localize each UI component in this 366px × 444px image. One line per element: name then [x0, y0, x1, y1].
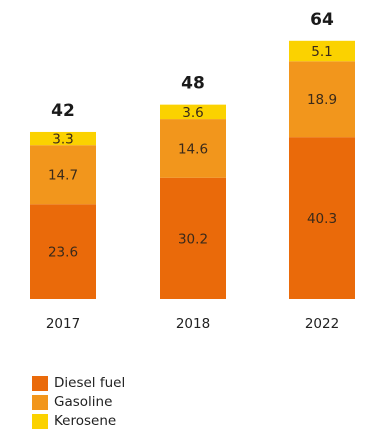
- data-label-kerosene-2017: 3.3: [52, 132, 73, 148]
- bar-segment-gasoline-2018: [160, 119, 226, 178]
- bar-segment-gasoline-2017: [30, 145, 96, 205]
- bar-segment-kerosene-2022: [289, 40, 355, 62]
- legend-label-kerosene: Kerosene: [54, 413, 117, 429]
- data-label-kerosene-2022: 5.1: [311, 44, 332, 60]
- segment-labels-layer: 23.6 14.7 3.3 30.2 14.6 3.6 40.3 18.9 5.1: [48, 44, 337, 261]
- data-label-diesel-fuel-2018: 30.2: [178, 231, 208, 247]
- legend-swatch-gasoline: [32, 395, 48, 410]
- legend-swatch-diesel-fuel: [32, 376, 48, 391]
- totals-layer: 42 48 64: [51, 10, 334, 121]
- legend-swatch-kerosene: [32, 414, 48, 429]
- legend-label-gasoline: Gasoline: [54, 394, 113, 410]
- data-label-kerosene-2018: 3.6: [182, 105, 203, 121]
- x-tick-label-2018: 2018: [176, 316, 210, 332]
- chart-legend: Diesel fuel Gasoline Kerosene: [32, 374, 125, 431]
- bars-layer: [30, 40, 355, 299]
- bar-segment-gasoline-2022: [289, 61, 355, 138]
- bar-segment-diesel-fuel-2022: [289, 137, 355, 299]
- data-label-diesel-fuel-2017: 23.6: [48, 245, 78, 261]
- legend-item-kerosene: Kerosene: [32, 412, 125, 431]
- total-label-2018: 48: [181, 74, 205, 94]
- bar-segment-diesel-fuel-2017: [30, 204, 96, 299]
- total-label-2017: 42: [51, 101, 75, 121]
- legend-label-diesel-fuel: Diesel fuel: [54, 375, 126, 391]
- x-tick-label-2017: 2017: [46, 316, 80, 332]
- data-label-diesel-fuel-2022: 40.3: [307, 211, 337, 227]
- bar-segment-kerosene-2017: [30, 131, 96, 146]
- x-axis-tick-labels: 2017 2018 2022: [46, 316, 339, 332]
- legend-item-diesel-fuel: Diesel fuel: [32, 374, 125, 393]
- x-tick-label-2022: 2022: [305, 316, 339, 332]
- bar-segment-diesel-fuel-2018: [160, 177, 226, 299]
- data-label-gasoline-2022: 18.9: [307, 92, 337, 108]
- total-label-2022: 64: [310, 10, 334, 30]
- data-label-gasoline-2017: 14.7: [48, 168, 78, 184]
- legend-item-gasoline: Gasoline: [32, 393, 125, 412]
- data-label-gasoline-2018: 14.6: [178, 141, 208, 157]
- bar-segment-kerosene-2018: [160, 104, 226, 120]
